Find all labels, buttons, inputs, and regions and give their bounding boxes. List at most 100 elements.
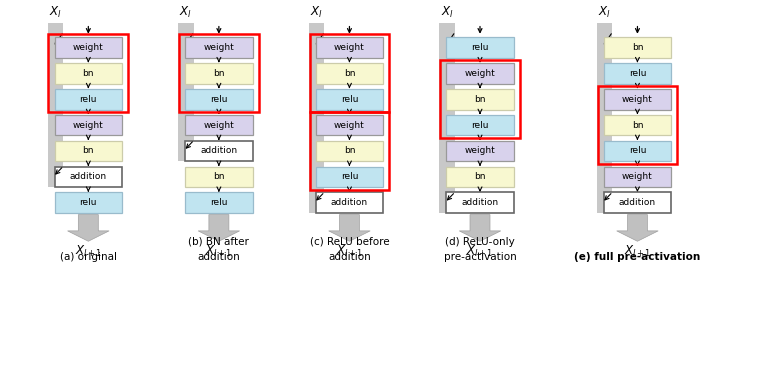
- Text: $X_{l+1}$: $X_{l+1}$: [466, 243, 494, 259]
- Text: $X_l$: $X_l$: [49, 5, 61, 20]
- Bar: [604, 37, 671, 58]
- Bar: [316, 63, 383, 84]
- Text: (e) full pre-activation: (e) full pre-activation: [574, 252, 700, 262]
- Text: $X_l$: $X_l$: [310, 5, 323, 20]
- Text: addition: addition: [331, 198, 368, 207]
- Text: addition: addition: [462, 198, 498, 207]
- Bar: [446, 166, 514, 187]
- Text: weight: weight: [622, 95, 653, 104]
- Bar: [598, 86, 677, 164]
- Text: weight: weight: [204, 43, 234, 52]
- Text: $X_{l+1}$: $X_{l+1}$: [336, 243, 363, 259]
- Text: bn: bn: [83, 69, 94, 78]
- Text: bn: bn: [344, 147, 355, 155]
- Bar: [446, 63, 514, 84]
- Bar: [185, 141, 253, 161]
- Polygon shape: [198, 215, 240, 241]
- Bar: [55, 115, 122, 135]
- Text: (c) ReLU before: (c) ReLU before: [310, 237, 389, 247]
- Text: $X_l$: $X_l$: [180, 5, 192, 20]
- Text: relu: relu: [210, 95, 227, 104]
- Polygon shape: [68, 215, 109, 241]
- Bar: [309, 23, 324, 213]
- Bar: [55, 63, 122, 84]
- Text: bn: bn: [632, 43, 643, 52]
- Bar: [604, 115, 671, 135]
- Text: $X_l$: $X_l$: [441, 5, 453, 20]
- Text: relu: relu: [80, 95, 97, 104]
- Text: relu: relu: [210, 198, 227, 207]
- Text: relu: relu: [629, 147, 646, 155]
- Text: $X_{l+1}$: $X_{l+1}$: [74, 243, 102, 259]
- Bar: [310, 112, 389, 190]
- Bar: [55, 166, 122, 187]
- Text: weight: weight: [73, 43, 104, 52]
- Bar: [55, 192, 122, 213]
- Text: addition: addition: [197, 252, 240, 262]
- Bar: [446, 37, 514, 58]
- Bar: [55, 37, 122, 58]
- Bar: [597, 23, 612, 213]
- Text: $X_l$: $X_l$: [598, 5, 611, 20]
- Bar: [48, 23, 63, 187]
- Bar: [55, 141, 122, 161]
- Bar: [316, 37, 383, 58]
- Text: $X_{l+1}$: $X_{l+1}$: [624, 243, 651, 259]
- Text: weight: weight: [334, 43, 365, 52]
- Bar: [439, 23, 455, 213]
- Bar: [316, 141, 383, 161]
- Bar: [604, 192, 671, 213]
- Bar: [316, 115, 383, 135]
- Text: pre-activation: pre-activation: [444, 252, 516, 262]
- Text: addition: addition: [70, 172, 107, 181]
- Bar: [440, 60, 520, 138]
- Bar: [185, 166, 253, 187]
- Polygon shape: [329, 215, 370, 241]
- Polygon shape: [459, 215, 501, 241]
- Bar: [446, 89, 514, 110]
- Bar: [310, 34, 389, 112]
- Text: addition: addition: [328, 252, 371, 262]
- Bar: [185, 89, 253, 110]
- Text: bn: bn: [214, 172, 224, 181]
- Bar: [604, 141, 671, 161]
- Bar: [178, 23, 194, 161]
- Bar: [316, 89, 383, 110]
- Text: relu: relu: [472, 121, 488, 130]
- Text: weight: weight: [204, 121, 234, 130]
- Bar: [185, 115, 253, 135]
- Bar: [316, 192, 383, 213]
- Text: weight: weight: [465, 147, 495, 155]
- Text: weight: weight: [334, 121, 365, 130]
- Text: relu: relu: [629, 69, 646, 78]
- Bar: [446, 115, 514, 135]
- Bar: [179, 34, 259, 112]
- Bar: [604, 63, 671, 84]
- Text: (a) original: (a) original: [60, 252, 117, 262]
- Text: bn: bn: [344, 69, 355, 78]
- Text: (d) ReLU-only: (d) ReLU-only: [445, 237, 515, 247]
- Text: weight: weight: [465, 69, 495, 78]
- Bar: [446, 141, 514, 161]
- Text: bn: bn: [632, 121, 643, 130]
- Text: bn: bn: [475, 95, 485, 104]
- Bar: [446, 192, 514, 213]
- Polygon shape: [617, 215, 658, 241]
- Text: addition: addition: [200, 147, 237, 155]
- Text: weight: weight: [622, 172, 653, 181]
- Bar: [316, 166, 383, 187]
- Text: bn: bn: [475, 172, 485, 181]
- Text: relu: relu: [341, 95, 358, 104]
- Bar: [48, 34, 128, 112]
- Text: relu: relu: [80, 198, 97, 207]
- Bar: [185, 63, 253, 84]
- Bar: [604, 166, 671, 187]
- Text: relu: relu: [341, 172, 358, 181]
- Text: (b) BN after: (b) BN after: [188, 237, 250, 247]
- Text: weight: weight: [73, 121, 104, 130]
- Bar: [185, 192, 253, 213]
- Text: $X_{l+1}$: $X_{l+1}$: [205, 243, 233, 259]
- Bar: [185, 37, 253, 58]
- Text: addition: addition: [619, 198, 656, 207]
- Text: relu: relu: [472, 43, 488, 52]
